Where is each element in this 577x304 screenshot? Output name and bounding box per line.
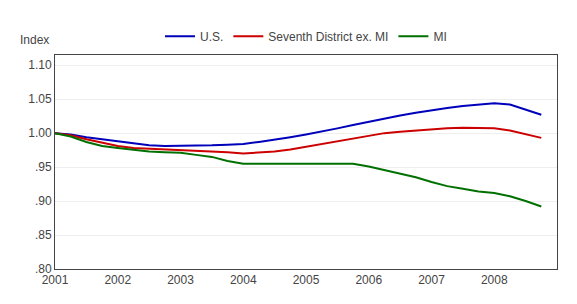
svg-text:MI: MI [433,30,446,44]
svg-text:2007: 2007 [418,273,445,287]
svg-text:.80: .80 [35,262,52,276]
svg-text:2006: 2006 [355,273,382,287]
svg-text:Seventh District ex. MI: Seventh District ex. MI [268,30,388,44]
svg-text:2005: 2005 [293,273,320,287]
svg-text:2003: 2003 [167,273,194,287]
svg-text:2001: 2001 [42,273,69,287]
svg-text:2008: 2008 [481,273,508,287]
svg-text:1.10: 1.10 [28,58,52,72]
svg-text:U.S.: U.S. [200,30,223,44]
svg-text:.90: .90 [35,194,52,208]
svg-text:2004: 2004 [230,273,257,287]
svg-text:.85: .85 [35,228,52,242]
svg-text:2002: 2002 [104,273,131,287]
svg-text:1.00: 1.00 [28,126,52,140]
svg-text:.95: .95 [35,160,52,174]
svg-text:Index: Index [20,33,49,47]
svg-text:1.05: 1.05 [28,92,52,106]
